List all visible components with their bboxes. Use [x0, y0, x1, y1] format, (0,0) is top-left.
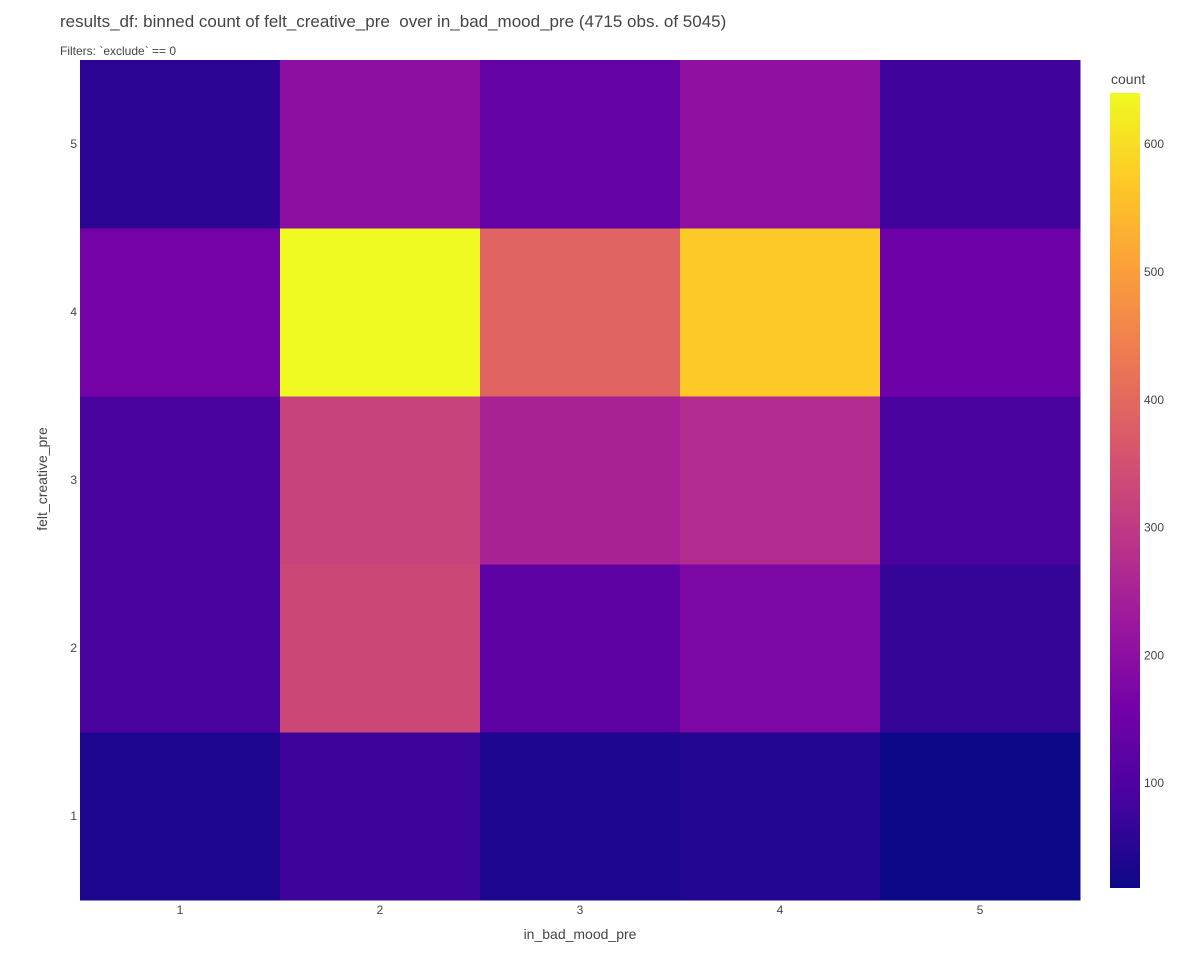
x-tick-label: 5 [977, 903, 984, 917]
heatmap-cell [880, 732, 1081, 901]
colorbar-tick-label: 300 [1144, 521, 1164, 535]
heatmap-cell [80, 396, 281, 565]
heatmap-cell [480, 564, 681, 733]
heatmap-cells [80, 60, 1081, 901]
x-axis-ticks: 1 2 3 4 5 [177, 903, 984, 917]
heatmap-cell [880, 60, 1081, 229]
y-tick-label: 2 [70, 641, 77, 655]
heatmap-cell [680, 60, 881, 229]
colorbar-title: count [1111, 71, 1145, 87]
x-axis-title: in_bad_mood_pre [524, 926, 637, 942]
heatmap-cell [280, 60, 481, 229]
heatmap-cell [280, 732, 481, 901]
heatmap-cell [880, 396, 1081, 565]
x-tick-label: 2 [377, 903, 384, 917]
y-axis-ticks: 1 2 3 4 5 [70, 137, 77, 823]
colorbar: count 100 200 300 400 500 600 [1110, 71, 1164, 888]
heatmap-cell [80, 228, 281, 397]
heatmap-cell [880, 228, 1081, 397]
colorbar-tick-label: 600 [1144, 137, 1164, 151]
heatmap-cell [680, 732, 881, 901]
heatmap-cell [480, 732, 681, 901]
heatmap-cell [80, 564, 281, 733]
heatmap-cell [680, 564, 881, 733]
colorbar-tick-label: 100 [1144, 776, 1164, 790]
heatmap-cell [80, 60, 281, 229]
heatmap-cell [480, 228, 681, 397]
heatmap-cell [480, 60, 681, 229]
x-tick-label: 4 [777, 903, 784, 917]
x-tick-label: 3 [577, 903, 584, 917]
y-axis-title: felt_creative_pre [34, 427, 50, 531]
heatmap-cell [80, 732, 281, 901]
colorbar-ticks: 100 200 300 400 500 600 [1144, 137, 1164, 790]
heatmap-cell [680, 228, 881, 397]
y-tick-label: 3 [70, 473, 77, 487]
colorbar-gradient [1110, 93, 1140, 888]
heatmap-cell [280, 396, 481, 565]
y-tick-label: 4 [70, 305, 77, 319]
chart-title: results_df: binned count of felt_creativ… [60, 12, 727, 31]
colorbar-tick-label: 500 [1144, 265, 1164, 279]
heatmap-cell [280, 228, 481, 397]
colorbar-tick-label: 200 [1144, 648, 1164, 662]
heatmap-cell [480, 396, 681, 565]
x-tick-label: 1 [177, 903, 184, 917]
heatmap-cell [280, 564, 481, 733]
heatmap-cell [880, 564, 1081, 733]
y-tick-label: 1 [70, 809, 77, 823]
chart-subtitle: Filters: `exclude` == 0 [60, 44, 177, 58]
colorbar-tick-label: 400 [1144, 393, 1164, 407]
heatmap-cell [680, 396, 881, 565]
y-tick-label: 5 [70, 137, 77, 151]
